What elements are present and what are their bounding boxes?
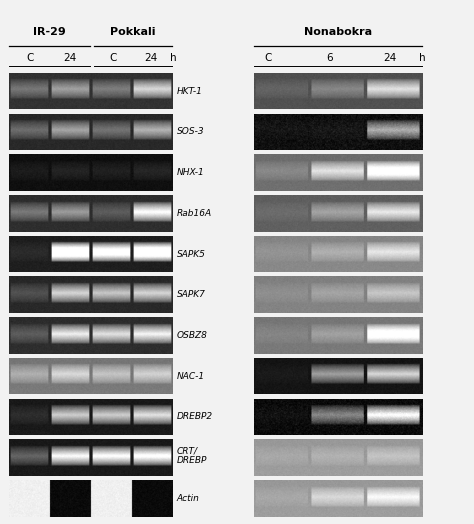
Text: Pokkali: Pokkali	[110, 27, 155, 37]
Text: SOS-3: SOS-3	[177, 127, 204, 136]
Text: DREBP2: DREBP2	[177, 412, 213, 421]
Text: 24: 24	[144, 53, 157, 63]
Text: SAPK5: SAPK5	[177, 249, 206, 258]
Text: NHX-1: NHX-1	[177, 168, 205, 177]
Text: Rab16A: Rab16A	[177, 209, 212, 218]
Text: 6: 6	[326, 53, 333, 63]
Text: C: C	[264, 53, 272, 63]
Text: C: C	[109, 53, 117, 63]
Text: NAC-1: NAC-1	[177, 372, 205, 381]
Text: CRT/
DREBP: CRT/ DREBP	[177, 447, 207, 465]
Text: IR-29: IR-29	[33, 27, 66, 37]
Text: h: h	[170, 53, 176, 63]
Text: 24: 24	[383, 53, 396, 63]
Text: 24: 24	[63, 53, 76, 63]
Text: SAPK7: SAPK7	[177, 290, 206, 299]
Text: h: h	[419, 53, 425, 63]
Text: HKT-1: HKT-1	[177, 86, 203, 95]
Text: C: C	[26, 53, 34, 63]
Text: Nonabokra: Nonabokra	[304, 27, 372, 37]
Text: OSBZ8: OSBZ8	[177, 331, 208, 340]
Text: Actin: Actin	[177, 494, 200, 503]
